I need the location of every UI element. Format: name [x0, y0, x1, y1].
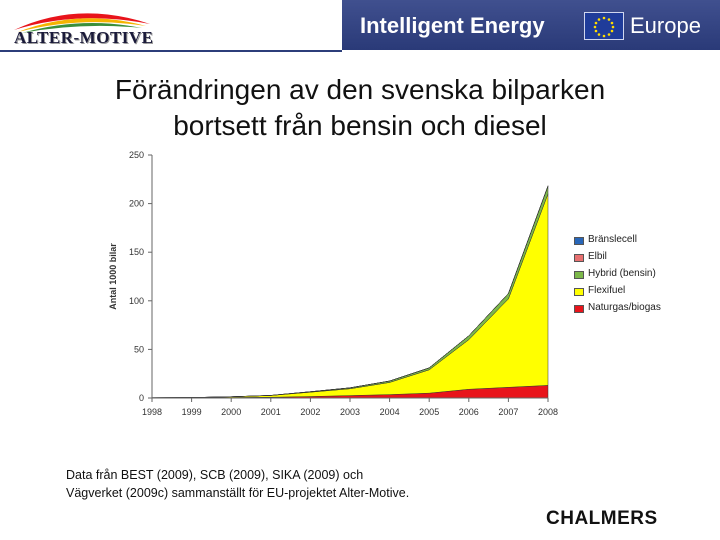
- eu-flag-icon: [584, 12, 624, 40]
- y-tick-label: 50: [134, 344, 144, 354]
- series-area-4: [151, 185, 549, 398]
- x-tick-label: 2007: [498, 407, 518, 417]
- y-tick-label: 200: [129, 199, 144, 209]
- legend-label: Hybrid (bensin): [588, 268, 656, 279]
- y-tick-label: 250: [129, 150, 144, 160]
- y-tick-label: 0: [139, 393, 144, 403]
- x-tick-label: 2004: [380, 407, 400, 417]
- legend-label: Elbil: [588, 251, 607, 262]
- x-tick-label: 2001: [261, 407, 281, 417]
- x-tick-label: 2006: [459, 407, 479, 417]
- x-tick-label: 2005: [419, 407, 439, 417]
- eu-stars: [593, 16, 615, 38]
- x-tick-label: 1998: [142, 407, 162, 417]
- legend-swatch: [574, 237, 584, 245]
- logo-text: ALTER-MOTIVE: [14, 28, 154, 47]
- header-left-panel: ALTER-MOTIVE: [0, 0, 342, 52]
- y-tick-label: 100: [129, 296, 144, 306]
- program-name: Intelligent Energy: [360, 13, 545, 38]
- legend-swatch: [574, 271, 584, 279]
- chalmers-logo: CHALMERS: [546, 508, 658, 529]
- x-tick-label: 2002: [300, 407, 320, 417]
- legend-swatch: [574, 288, 584, 296]
- source-line-1: Data från BEST (2009), SCB (2009), SIKA …: [66, 468, 364, 482]
- legend-label: Bränslecell: [588, 234, 637, 245]
- page-title: Förändringen av den svenska bilparken bo…: [20, 72, 700, 144]
- legend-swatch: [574, 305, 584, 313]
- series-area-1: [151, 193, 549, 399]
- alter-motive-logo: ALTER-MOTIVE: [8, 6, 158, 47]
- x-tick-label: 2003: [340, 407, 360, 417]
- x-tick-label: 2008: [538, 407, 558, 417]
- source-note: Data från BEST (2009), SCB (2009), SIKA …: [66, 466, 409, 502]
- stacked-area-chart: 0 50 100 150 200 250 1998 1999 2000 2001 2002 2003 2…: [108, 150, 558, 417]
- title-line-1: Förändringen av den svenska bilparken: [114, 74, 606, 105]
- header-banner: Intelligent Energy Europe: [342, 0, 720, 50]
- source-line-2: Vägverket (2009c) sammanställt för EU-pr…: [66, 486, 410, 500]
- program-suffix: Europe: [630, 13, 701, 38]
- y-axis-label: Antal 1000 bilar: [108, 243, 118, 310]
- logo-swoosh: [14, 13, 150, 33]
- title-line-2: bortsett från bensin och diesel: [173, 110, 547, 141]
- legend-label: Naturgas/biogas: [588, 302, 661, 313]
- legend-swatch: [574, 254, 584, 262]
- y-tick-label: 150: [129, 247, 144, 257]
- legend-label: Flexifuel: [588, 285, 626, 296]
- x-tick-label: 2000: [221, 407, 241, 417]
- x-tick-label: 1999: [182, 407, 202, 417]
